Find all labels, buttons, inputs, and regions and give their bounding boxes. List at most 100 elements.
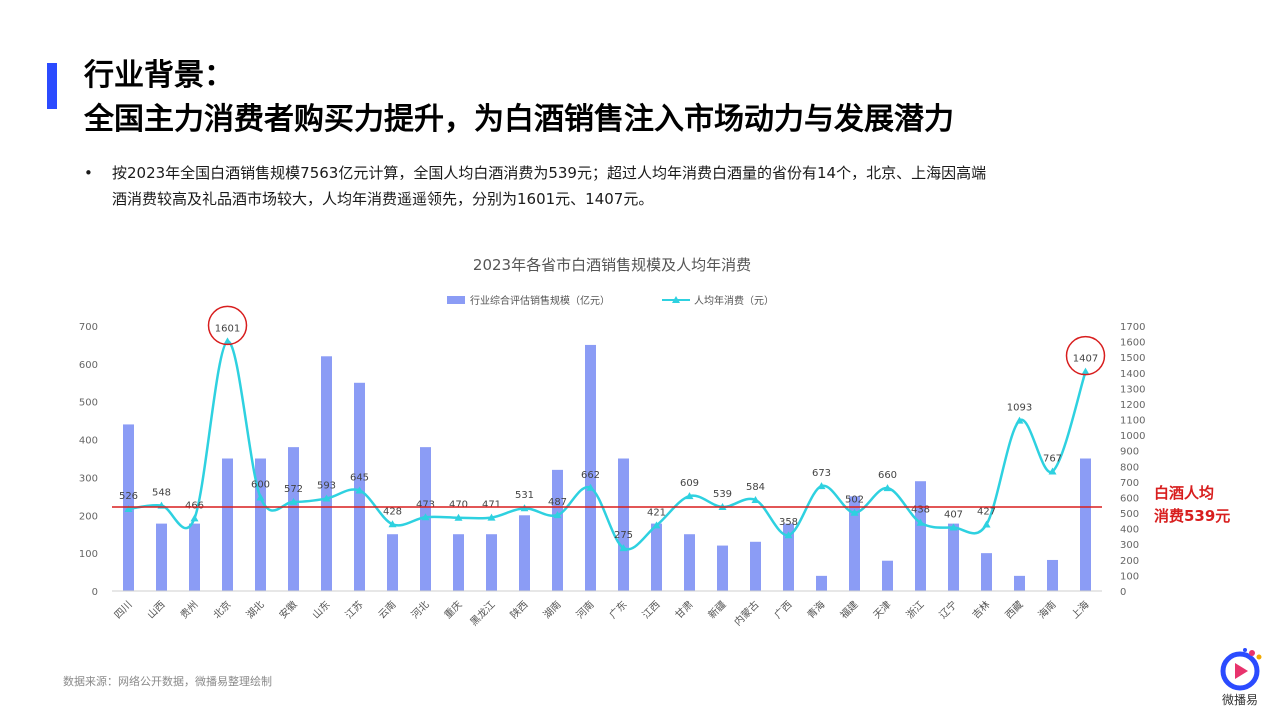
y-right-tick-label: 1200 (1120, 400, 1145, 411)
y-left-tick-label: 700 (79, 322, 98, 333)
x-tick-label: 云南 (375, 598, 398, 621)
bar (717, 545, 728, 591)
line-data-label: 466 (185, 500, 204, 511)
x-tick-label: 湖北 (244, 599, 267, 622)
x-tick-label: 江西 (640, 599, 663, 622)
title-accent-bar (47, 63, 57, 109)
line-point (883, 484, 892, 492)
x-tick-label: 甘肃 (672, 598, 695, 621)
line-data-label: 427 (977, 506, 996, 517)
y-left-tick-label: 0 (92, 587, 98, 598)
bar (486, 534, 497, 591)
line-data-label: 473 (416, 499, 435, 510)
y-left-tick-label: 300 (79, 473, 98, 484)
y-right-tick-label: 600 (1120, 493, 1139, 504)
y-right-tick-label: 1000 (1120, 431, 1145, 442)
chart-title: 2023年各省市白酒销售规模及人均年消费 (473, 256, 751, 274)
line-data-label: 421 (647, 507, 666, 518)
line-data-label: 531 (515, 490, 534, 501)
line-point (421, 513, 430, 521)
combo-chart: 2023年各省市白酒销售规模及人均年消费 行业综合评估销售规模（亿元） 人均年消… (79, 256, 1230, 628)
y-right-tick-label: 200 (1120, 556, 1139, 567)
line-point (916, 518, 925, 526)
line-data-label: 275 (614, 530, 633, 541)
line-data-label: 660 (878, 470, 897, 481)
line-data-label: 645 (350, 472, 369, 483)
line-data-label: 428 (383, 506, 402, 517)
line-data-label: 358 (779, 517, 798, 528)
bullet-marker: • (84, 164, 93, 182)
bar (981, 553, 992, 591)
x-tick-label: 重庆 (441, 598, 464, 621)
x-tick-label: 山西 (145, 599, 168, 622)
x-tick-label: 河北 (409, 599, 432, 622)
bar (453, 534, 464, 591)
line-data-label: 600 (251, 479, 270, 490)
line-point (784, 531, 793, 539)
x-tick-label: 贵州 (177, 598, 200, 621)
bar (618, 458, 629, 591)
line-series: 526 548 466 1601 600 572 593 645 428 473 470 471 531… (119, 323, 1098, 552)
bar (552, 469, 563, 591)
y-left-tick-label: 100 (79, 549, 98, 560)
y-right-tick-label: 500 (1120, 509, 1139, 520)
summary-text-line-1: 按2023年全国白酒销售规模7563亿元计算，全国人均白酒消费为539元；超过人… (112, 164, 987, 182)
line-point (619, 544, 628, 552)
y-right-tick-label: 1300 (1120, 384, 1145, 395)
line-point (817, 482, 826, 490)
x-tick-label: 内蒙古 (731, 598, 761, 628)
line-data-label: 470 (449, 500, 468, 511)
line-data-label: 487 (548, 497, 567, 508)
data-source-note: 数据来源：网络公开数据，微播易整理绘制 (63, 675, 272, 688)
line-point (190, 514, 199, 522)
y-right-tick-label: 800 (1120, 462, 1139, 473)
highlight-circles (207, 305, 1106, 376)
line-path (128, 340, 1087, 551)
y-right-tick-label: 100 (1120, 571, 1139, 582)
y-right-tick-label: 400 (1120, 525, 1139, 536)
brand-logo: 微播易 (1212, 645, 1268, 715)
line-data-label: 584 (746, 482, 765, 493)
y-right-tick-label: 300 (1120, 540, 1139, 551)
x-tick-label: 海南 (1035, 598, 1058, 621)
line-data-label: 1601 (215, 323, 240, 334)
line-data-label: 539 (713, 489, 732, 500)
y-right-tick-label: 1600 (1120, 338, 1145, 349)
line-point (1015, 416, 1024, 424)
legend-swatch-bar (447, 296, 465, 304)
x-tick-label: 山东 (309, 598, 332, 621)
bar (156, 523, 167, 591)
line-data-label: 673 (812, 468, 831, 479)
bar-series (123, 344, 1091, 591)
page-title-line-2: 全国主力消费者购买力提升，为白酒销售注入市场动力与发展潜力 (84, 102, 954, 137)
y-right-tick-label: 0 (1120, 587, 1126, 598)
x-tick-label: 广东 (606, 598, 629, 621)
x-tick-label: 上海 (1068, 598, 1091, 621)
x-tick-label: 浙江 (904, 599, 927, 622)
x-axis: 四川 山西 贵州 北京 湖北 安徽 山东 江苏 云南 河北 重庆 黑龙江 陕西 湖南 河南 广东 江西 甘肃 新疆内… (112, 590, 1102, 628)
bar (519, 515, 530, 591)
line-point (487, 513, 496, 521)
highlight-circle (207, 305, 248, 346)
bar (651, 523, 662, 591)
summary-text: 按2023年全国白酒销售规模7563亿元计算，全国人均白酒消费为539元；超过人… (112, 160, 1192, 212)
reference-label-line-1: 白酒人均 (1154, 484, 1214, 502)
bar (222, 458, 233, 591)
line-data-label: 609 (680, 478, 699, 489)
y-right-tick-label: 700 (1120, 478, 1139, 489)
line-data-label: 548 (152, 488, 171, 499)
bar (288, 447, 299, 591)
line-point (454, 513, 463, 521)
bar (849, 496, 860, 591)
y-right-tick-label: 1500 (1120, 353, 1145, 364)
line-data-label: 662 (581, 470, 600, 481)
line-point (256, 493, 265, 501)
y-right-tick-label: 1100 (1120, 416, 1145, 427)
line-point (355, 486, 364, 494)
summary-text-line-2: 酒消费较高及礼品酒市场较大，人均年消费遥遥领先，分别为1601元、1407元。 (112, 190, 654, 208)
bar (321, 356, 332, 591)
bar (915, 481, 926, 591)
x-tick-label: 辽宁 (936, 598, 959, 621)
brand-logo-text: 微播易 (1221, 693, 1258, 707)
line-data-label: 407 (944, 510, 963, 521)
